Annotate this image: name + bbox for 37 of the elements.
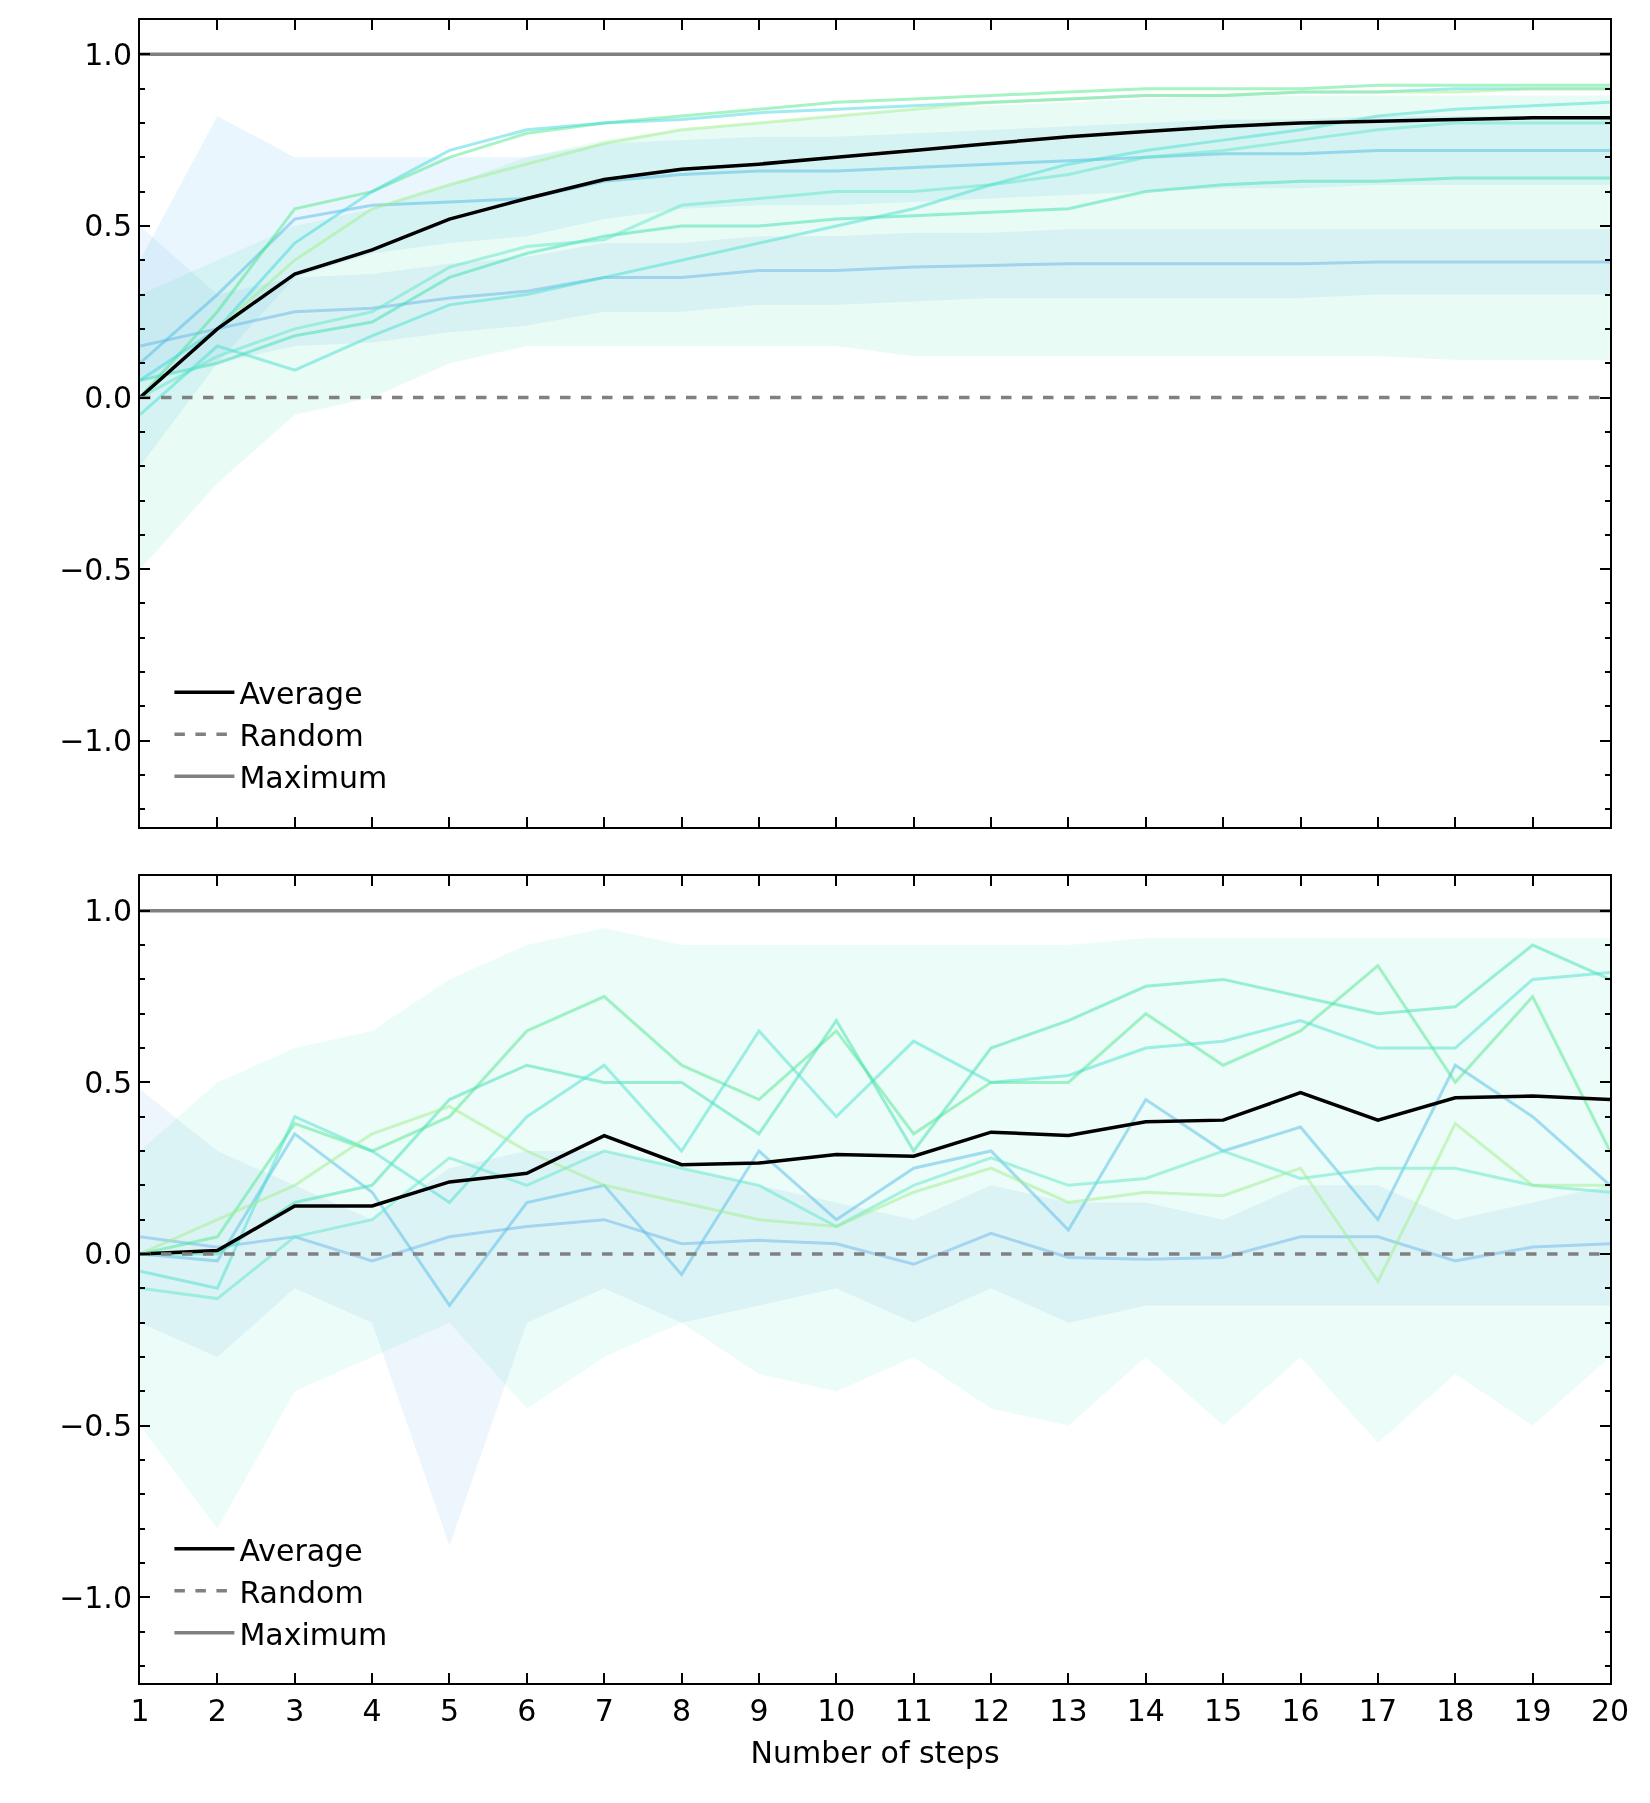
y-tick-label: 0.5 — [84, 208, 132, 244]
y-tick-label: −0.5 — [59, 551, 132, 587]
legend-label: Maximum — [239, 1616, 388, 1652]
x-tick-label: 2 — [207, 1693, 227, 1728]
legend-label: Random — [239, 718, 364, 754]
y-tick-label: 0.0 — [84, 380, 132, 416]
y-tick-label: −1.0 — [59, 723, 132, 759]
x-tick-label: 4 — [362, 1693, 382, 1728]
y-tick-label: −0.5 — [59, 1408, 132, 1444]
x-tick-label: 15 — [1204, 1693, 1243, 1728]
x-tick-label: 12 — [971, 1693, 1011, 1728]
y-tick-label: 0.5 — [84, 1064, 132, 1100]
x-tick-label: 20 — [1590, 1693, 1630, 1728]
legend-label: Random — [239, 1574, 364, 1610]
x-tick-label: 9 — [749, 1693, 769, 1728]
y-tick-label: 1.0 — [84, 36, 132, 72]
legend-label: Maximum — [239, 760, 388, 796]
x-tick-label: 14 — [1126, 1693, 1165, 1728]
x-tick-label: 13 — [1049, 1693, 1088, 1728]
x-tick-label: 7 — [594, 1693, 614, 1728]
x-tick-label: 17 — [1358, 1693, 1397, 1728]
x-tick-label: 5 — [439, 1693, 460, 1728]
x-tick-label: 8 — [672, 1693, 692, 1728]
y-tick-label: 0.0 — [84, 1236, 132, 1272]
y-tick-label: 1.0 — [84, 893, 132, 929]
x-tick-label: 1 — [130, 1693, 150, 1728]
x-tick-label: 11 — [894, 1693, 933, 1728]
x-tick-label: 10 — [817, 1693, 856, 1728]
x-tick-label: 3 — [285, 1693, 305, 1728]
x-tick-label: 16 — [1281, 1693, 1320, 1728]
x-tick-label: 6 — [517, 1693, 537, 1728]
legend-label: Average — [239, 676, 363, 712]
x-tick-label: 19 — [1513, 1693, 1552, 1728]
y-tick-label: −1.0 — [59, 1579, 132, 1615]
legend-label: Average — [239, 1532, 363, 1568]
x-axis-title: Number of steps — [750, 1735, 1000, 1770]
x-tick-label: 18 — [1436, 1693, 1475, 1728]
